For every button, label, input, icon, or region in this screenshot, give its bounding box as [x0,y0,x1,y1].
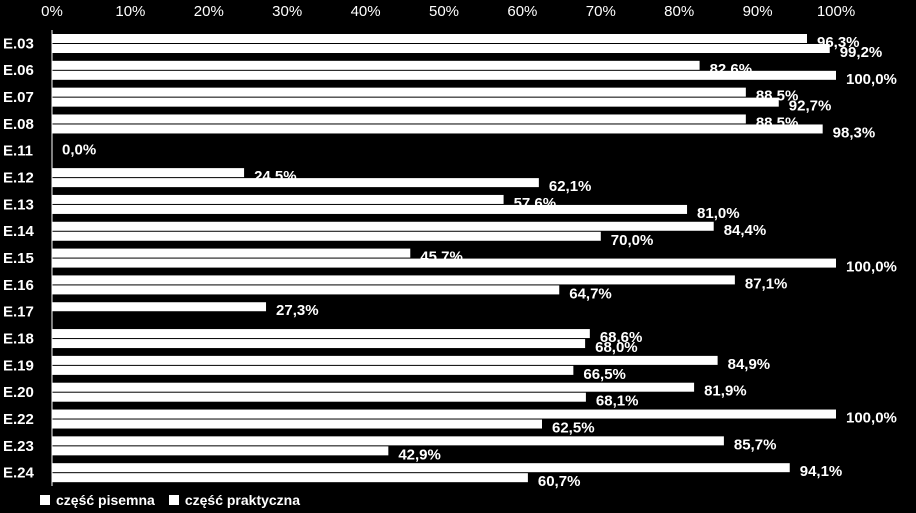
data-label-series-2: 92,7% [789,98,832,115]
category-label: E.16 [3,277,34,294]
legend-swatch-series-1 [40,495,50,505]
data-label-series-2: 100,0% [846,259,897,276]
data-label-series-2: 81,0% [697,205,740,222]
category-label: E.23 [3,438,34,455]
data-label-series-1: 100,0% [846,410,897,427]
bar-series-1 [52,194,504,204]
category-label: E.03 [3,35,34,52]
data-label-series-1: 68,6% [600,329,643,346]
data-label-series-1: 84,4% [724,222,767,239]
data-label-series-1: 27,3% [276,302,319,319]
bar-series-1 [52,302,267,312]
bar-series-2 [52,392,586,402]
chart-legend: część pisemna część praktyczna [40,492,300,508]
x-tick-label: 60% [507,3,537,20]
x-tick-label: 50% [429,3,459,20]
data-label-series-2: 98,3% [833,124,876,141]
bar-series-2 [52,204,688,214]
category-label: E.20 [3,384,34,401]
bar-series-2 [52,285,560,295]
data-label-series-2: 62,1% [549,178,592,195]
data-label-series-2: 64,7% [569,285,612,302]
data-label-series-2: 99,2% [840,44,883,61]
data-label-series-2: 62,5% [552,420,595,437]
category-label: E.11 [3,143,33,160]
bar-series-2 [52,446,389,456]
category-label: E.14 [3,223,35,240]
bar-series-1 [52,275,735,285]
bar-series-1 [52,409,836,419]
data-label-series-1: 85,7% [734,436,777,453]
bar-series-2 [52,258,836,268]
category-label: E.12 [3,170,34,187]
category-label: E.22 [3,411,34,428]
x-tick-label: 80% [664,3,694,20]
bar-series-1 [52,248,411,258]
bar-series-2 [52,178,539,188]
bar-series-1 [52,87,746,97]
legend-item-series-1: część pisemna [40,492,155,508]
x-tick-label: 10% [115,3,145,20]
category-label: E.17 [3,304,34,321]
data-label-series-1: 94,1% [800,463,843,480]
bar-series-2 [52,365,574,375]
category-label: E.18 [3,330,34,347]
bar-series-1 [52,355,718,365]
data-label-series-2: 42,9% [398,446,441,463]
bar-series-1 [52,114,746,124]
bar-series-2 [52,70,836,80]
legend-item-series-2: część praktyczna [168,492,301,508]
x-tick-label: 30% [272,3,302,20]
legend-swatch-series-2 [168,495,179,505]
category-label: E.13 [3,196,34,213]
bar-series-1 [52,168,245,178]
x-tick-label: 70% [586,3,616,20]
category-label: E.06 [3,62,34,79]
bar-series-1 [52,34,807,43]
x-tick-label: 100% [817,3,855,20]
data-label-series-2: 100,0% [846,71,897,88]
data-label-series-1: 81,9% [704,383,747,400]
legend-label-series-2: część praktyczna [184,492,301,508]
bar-series-1 [52,329,590,339]
category-label: E.08 [3,116,34,133]
legend-label-series-1: część pisemna [56,492,155,508]
x-tick-label: 40% [351,3,381,20]
data-label-series-2: 66,5% [583,366,626,383]
bar-series-2 [52,231,601,241]
bar-series-2 [52,339,586,349]
data-label-series-2: 68,1% [596,393,639,410]
bar-series-1 [52,436,724,446]
bar-series-1 [52,221,714,231]
data-label-series-1: 0,0% [62,141,96,158]
bar-series-2 [52,44,830,53]
category-label: E.15 [3,250,34,267]
data-label-series-2: 70,0% [611,232,654,249]
category-label: E.19 [3,357,34,374]
data-label-series-2: 60,7% [538,473,581,490]
data-label-series-2: 68,0% [595,339,638,356]
bar-series-1 [52,463,790,473]
bar-series-2 [52,419,542,429]
data-label-series-1: 87,1% [745,275,788,292]
category-label: E.07 [3,89,34,106]
x-tick-label: 0% [41,3,63,20]
bar-series-1 [52,60,700,70]
bar-series-2 [52,124,823,134]
x-tick-label: 90% [743,3,773,20]
bar-series-2 [52,97,779,107]
x-tick-label: 20% [194,3,224,20]
data-label-series-1: 84,9% [728,356,771,373]
bar-series-1 [52,382,695,392]
category-label: E.24 [3,465,35,482]
bar-series-2 [52,473,528,483]
